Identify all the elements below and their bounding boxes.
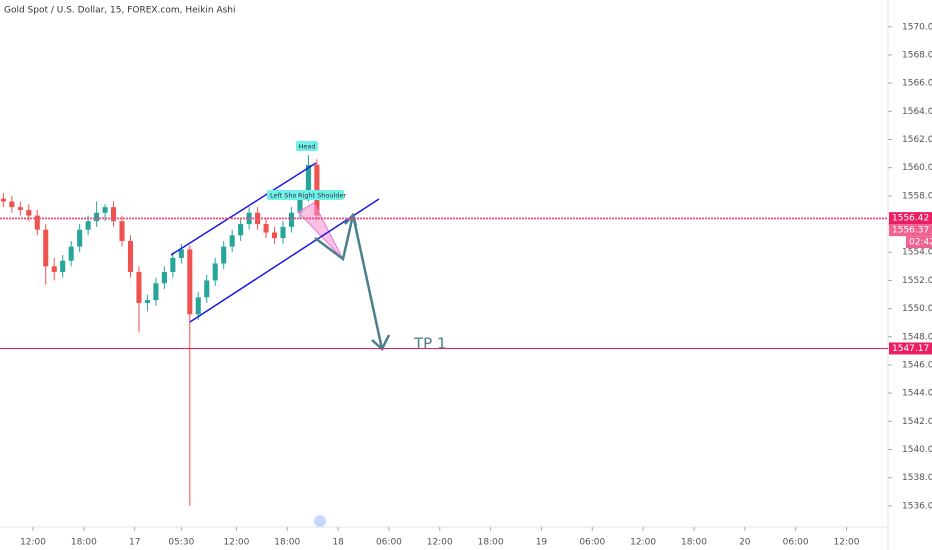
- candle-body: [136, 271, 142, 303]
- y-tick-label: 1564.00: [902, 107, 932, 117]
- y-tick-label: 1544.00: [902, 389, 932, 399]
- candle-body: [102, 207, 108, 213]
- annotation-left-shoulder: Left Shoulder: [270, 192, 314, 200]
- arrow-head: [371, 334, 391, 352]
- candle-body: [305, 164, 311, 196]
- annotation-target: TP 1: [413, 335, 447, 353]
- chart-title: Gold Spot / U.S. Dollar, 15, FOREX.com, …: [4, 6, 236, 16]
- y-tick-label: 1540.00: [902, 445, 932, 455]
- y-tick-label: 1568.00: [902, 50, 932, 60]
- candle-body: [51, 266, 57, 272]
- candle-body: [195, 297, 201, 315]
- candle-body: [212, 263, 218, 281]
- y-tick-label: 1536.00: [902, 501, 932, 511]
- projection-arrow: [314, 214, 384, 350]
- label-box: [296, 190, 344, 200]
- candle-body: [68, 246, 74, 261]
- candle-body: [9, 201, 15, 208]
- y-tick-label: 1558.00: [902, 191, 932, 201]
- candle-body: [170, 257, 176, 272]
- countdown: 02:42: [909, 238, 932, 248]
- candle-body: [297, 195, 303, 213]
- candle-body: [26, 209, 32, 216]
- candle-body: [17, 207, 23, 210]
- x-tick-label: 12:00: [20, 538, 46, 548]
- candle-body: [221, 246, 227, 264]
- x-tick-label: 18:00: [71, 538, 97, 548]
- candle-body: [77, 229, 83, 247]
- price-label-box: [889, 212, 932, 225]
- y-tick-label: 1546.00: [902, 360, 932, 370]
- y-tick-label: 1570.00: [902, 22, 932, 32]
- x-tick-label: 12:00: [834, 538, 860, 548]
- candle-body: [85, 221, 91, 230]
- channel-upper: [170, 162, 317, 256]
- candle-body: [161, 271, 167, 284]
- y-tick-label: 1554.00: [902, 248, 932, 258]
- x-tick-label: 18: [332, 538, 344, 548]
- candle-body: [0, 198, 6, 202]
- y-tick-label: 1538.00: [902, 473, 932, 483]
- price-label-box: [889, 224, 932, 237]
- candle-body: [187, 249, 193, 315]
- candle-body: [271, 232, 278, 239]
- candle-body: [34, 215, 40, 230]
- candle-body: [119, 221, 125, 241]
- x-tick-label: 06:00: [376, 538, 402, 548]
- candle-body: [111, 207, 117, 222]
- x-tick-label: 18:00: [274, 538, 300, 548]
- price-label: 1556.37: [892, 226, 929, 236]
- candle-body: [204, 280, 210, 298]
- x-tick-label: 12:00: [427, 538, 453, 548]
- y-tick-label: 1562.00: [902, 135, 932, 145]
- candle-body: [178, 249, 184, 258]
- y-tick-label: 1548.00: [902, 332, 932, 342]
- x-tick-label: 20: [739, 538, 751, 548]
- y-tick-label: 1542.00: [902, 417, 932, 427]
- candle-body: [280, 226, 286, 239]
- candle-body: [60, 260, 66, 272]
- y-tick-label: 1566.00: [902, 79, 932, 89]
- candle-body: [255, 212, 261, 225]
- candle-body: [263, 224, 269, 233]
- x-tick-label: 18:00: [681, 538, 707, 548]
- candle-body: [238, 224, 244, 236]
- candle-body: [127, 240, 134, 272]
- candle-body: [288, 212, 295, 227]
- event-icon[interactable]: [314, 515, 326, 527]
- x-tick-label: 06:00: [783, 538, 809, 548]
- price-label: 1547.17: [892, 344, 929, 354]
- x-tick-label: 06:00: [579, 538, 605, 548]
- x-tick-label: 12:00: [630, 538, 656, 548]
- x-tick-label: 17: [129, 538, 140, 548]
- price-label: 1556.42: [892, 214, 929, 224]
- candle-body: [144, 300, 150, 303]
- y-tick-label: 1552.00: [902, 276, 932, 286]
- countdown-box: [906, 236, 932, 249]
- x-tick-label: 18:00: [478, 538, 504, 548]
- pattern-fill: [297, 202, 344, 260]
- x-tick-label: 05:30: [168, 538, 194, 548]
- annotation-head: Head: [299, 143, 316, 151]
- y-tick-label: 1560.00: [902, 163, 932, 173]
- price-label-box: [889, 342, 932, 355]
- candle-body: [229, 235, 235, 247]
- plot: [0, 155, 320, 506]
- candle-body: [153, 283, 159, 301]
- drawings: Head Left Shoulder Right Shoulder TP 1: [170, 141, 447, 527]
- label-box: [296, 141, 318, 151]
- candle-body: [43, 229, 49, 267]
- candle-body: [94, 212, 100, 222]
- annotation-right-shoulder: Right Shoulder: [298, 192, 346, 200]
- y-tick-label: 1550.00: [902, 304, 932, 314]
- x-tick-label: 19: [536, 538, 548, 548]
- arrow-head: [344, 212, 358, 227]
- x-tick-label: 12:00: [223, 538, 249, 548]
